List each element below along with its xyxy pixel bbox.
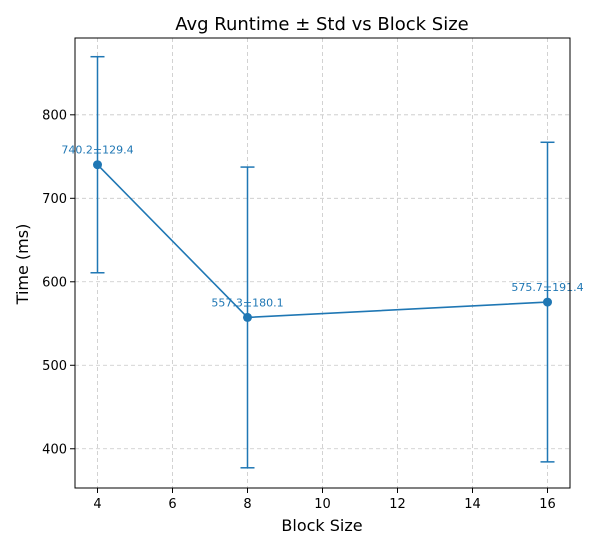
- y-tick-label: 500: [42, 359, 67, 374]
- chart-title: Avg Runtime ± Std vs Block Size: [175, 14, 469, 35]
- data-points: [93, 160, 552, 322]
- x-tick-label: 12: [389, 497, 406, 512]
- y-tick-label: 800: [42, 108, 67, 123]
- x-tick-label: 4: [93, 497, 101, 512]
- data-labels: 740.2±129.4 557.3±180.1 575.7±191.4: [61, 144, 583, 310]
- y-tick-label: 600: [42, 275, 67, 290]
- data-label: 575.7±191.4: [511, 281, 583, 294]
- y-axis-ticks: 400 500 600 700 800: [42, 108, 75, 457]
- grid: [75, 38, 570, 488]
- x-axis-ticks: 4 6 8 10 12 14 16: [93, 488, 556, 512]
- data-point: [243, 312, 252, 322]
- x-tick-label: 10: [314, 497, 331, 512]
- x-tick-label: 16: [539, 497, 556, 512]
- x-tick-label: 14: [464, 497, 481, 512]
- y-tick-label: 400: [42, 442, 67, 457]
- x-tick-label: 8: [243, 497, 251, 512]
- data-point: [93, 160, 102, 170]
- y-tick-label: 700: [42, 192, 67, 207]
- x-axis-label: Block Size: [281, 516, 362, 535]
- data-label: 557.3±180.1: [211, 296, 283, 309]
- x-tick-label: 6: [168, 497, 176, 512]
- data-label: 740.2±129.4: [61, 144, 133, 157]
- y-axis-label: Time (ms): [13, 224, 32, 306]
- data-point: [543, 297, 552, 307]
